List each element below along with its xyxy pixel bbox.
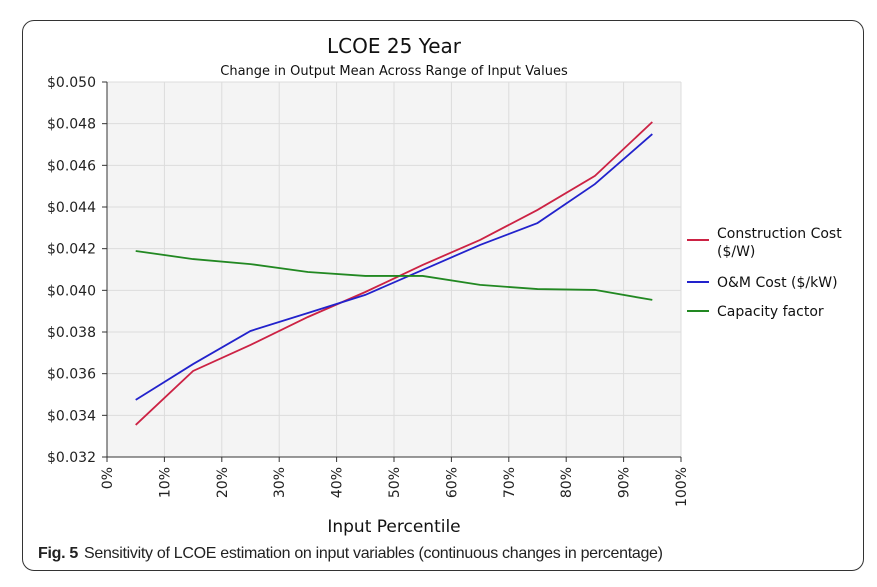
caption-text: Sensitivity of LCOE estimation on input … [83, 545, 663, 562]
legend-label: O&M Cost ($/kW) [717, 275, 838, 291]
chart-subtitle: Change in Output Mean Across Range of In… [220, 64, 568, 79]
figure-frame [22, 20, 864, 571]
caption-label: Fig. 5 [38, 545, 78, 562]
x-tick-label: 70% [502, 467, 518, 498]
legend-label: Construction Cost ($/W) [717, 226, 842, 260]
x-tick-label: 0% [100, 467, 116, 489]
series-line-2 [135, 250, 653, 301]
figure-caption: Fig. 5 Sensitivity of LCOE estimation on … [38, 545, 663, 563]
y-tick-label: $0.036 [47, 367, 96, 383]
y-tick-label: $0.050 [47, 75, 96, 91]
x-tick-label: 50% [387, 467, 403, 498]
x-tick-label: 20% [215, 467, 231, 498]
series-line-1 [135, 133, 653, 401]
series-line-0 [135, 121, 653, 426]
legend-label: Capacity factor [717, 304, 824, 320]
y-tick-label: $0.032 [47, 450, 96, 466]
x-tick-label: 80% [559, 467, 575, 498]
y-tick-label: $0.034 [47, 408, 96, 424]
x-axis-label: Input Percentile [327, 517, 460, 537]
x-tick-label: 10% [157, 467, 173, 498]
y-tick-label: $0.044 [47, 200, 96, 216]
x-tick-label: 90% [617, 467, 633, 498]
x-tick-label: 40% [330, 467, 346, 498]
x-tick-label: 30% [272, 467, 288, 498]
chart-title: LCOE 25 Year [327, 34, 462, 58]
y-tick-label: $0.048 [47, 117, 96, 133]
x-tick-label: 60% [444, 467, 460, 498]
y-tick-label: $0.042 [47, 242, 96, 258]
y-tick-label: $0.046 [47, 158, 96, 174]
y-tick-label: $0.038 [47, 325, 96, 341]
y-tick-label: $0.040 [47, 283, 96, 299]
x-tick-label: 100% [674, 467, 690, 507]
